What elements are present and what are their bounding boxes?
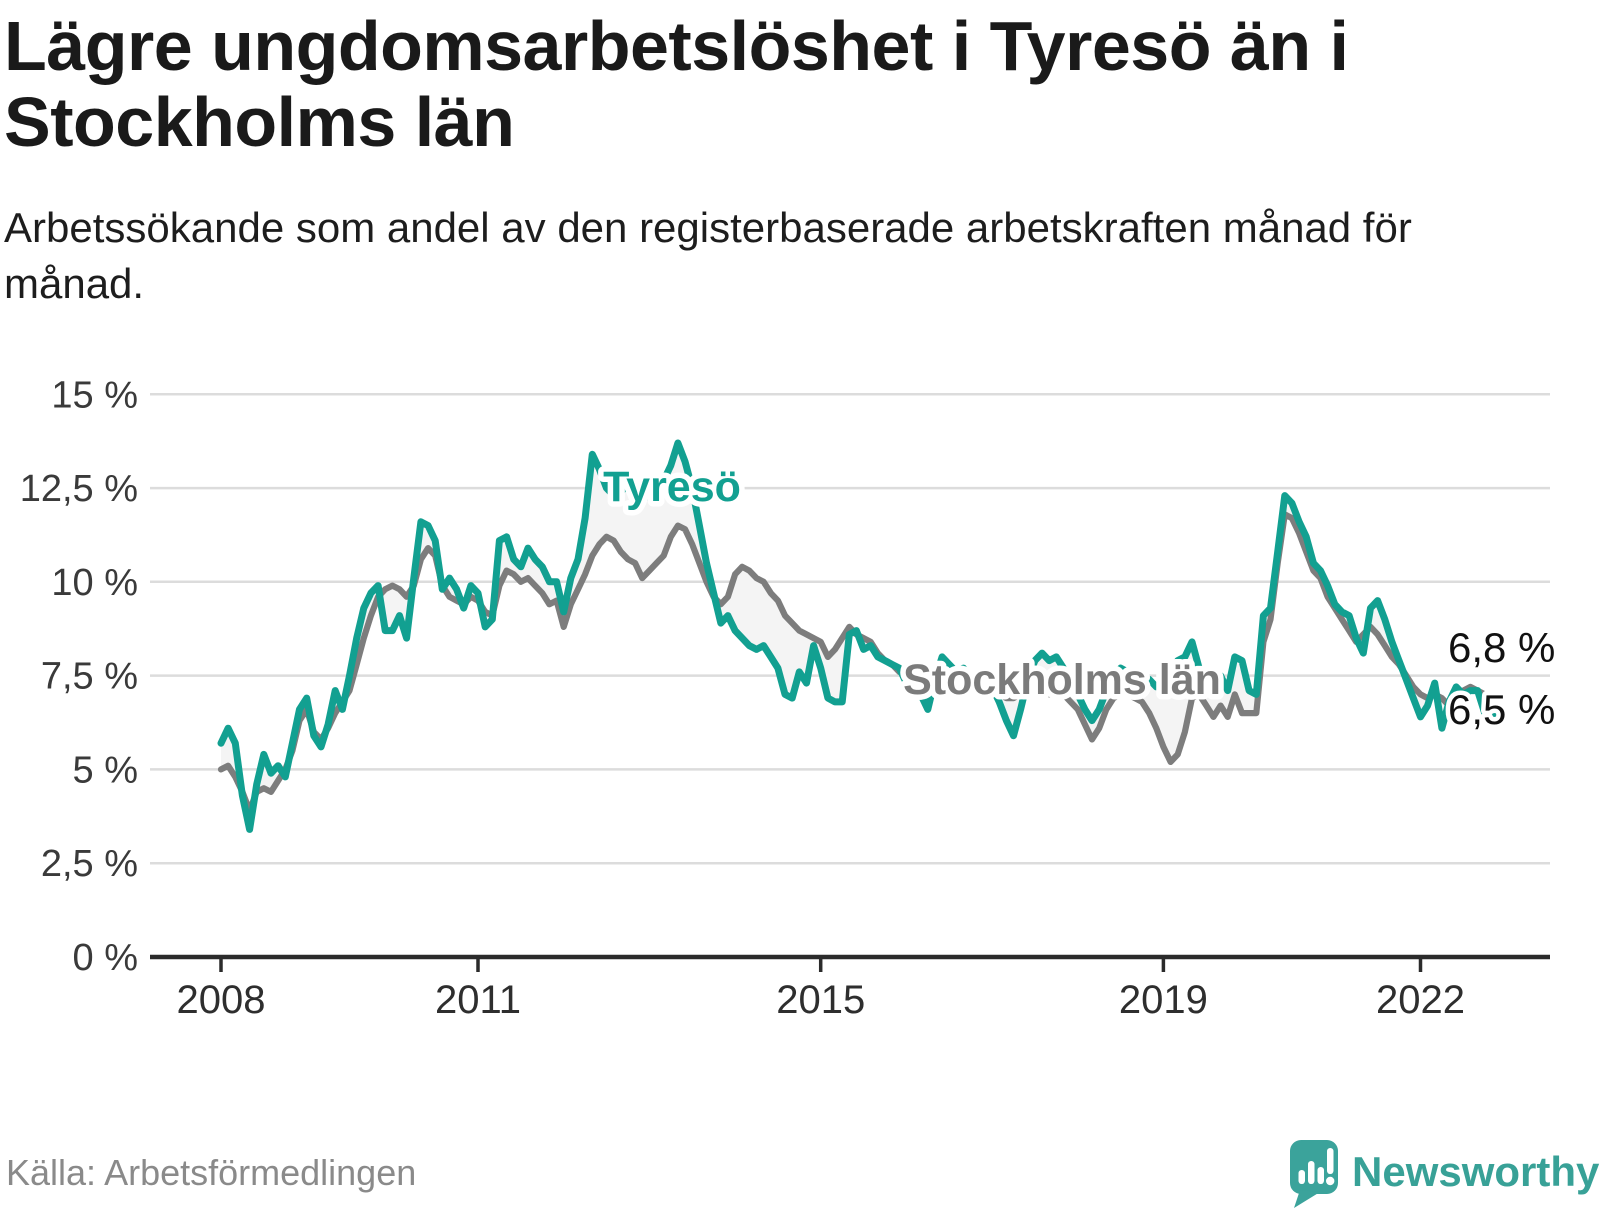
- newsworthy-wordmark: Newsworthy: [1352, 1148, 1600, 1195]
- x-axis-ticks-and-labels: 2008 2011 2015 2019 2022: [177, 957, 1465, 1022]
- gridlines: [150, 393, 1550, 865]
- bar-short-icon: [1298, 1170, 1305, 1184]
- x-tick-label: 2011: [435, 978, 521, 1022]
- y-tick-label: 12,5 %: [20, 468, 138, 510]
- newsworthy-bubble-icon: [1290, 1140, 1338, 1208]
- exclamation-dot-icon: [1326, 1176, 1335, 1186]
- chart-subtitle: Arbetssökande som andel av den registerb…: [4, 204, 1412, 307]
- chart-title: Lägre ungdomsarbetslöshet i Tyresö än i …: [4, 7, 1349, 162]
- y-tick-label: 0 %: [73, 937, 138, 979]
- end-value-label-stockholms-lan: 6,8 %: [1448, 624, 1555, 671]
- end-value-label-tyreso: 6,5 %: [1448, 686, 1555, 733]
- y-tick-label: 10 %: [51, 562, 138, 604]
- tyreso-line: [217, 439, 1503, 833]
- x-tick-label: 2008: [177, 978, 266, 1022]
- bar-tall-icon: [1308, 1161, 1315, 1184]
- y-tick-label: 2,5 %: [41, 843, 138, 885]
- between-series-fill: [221, 443, 1499, 830]
- source-note: Källa: Arbetsförmedlingen: [6, 1152, 417, 1193]
- stockholms-lan-line: [217, 511, 1503, 814]
- y-tick-label: 15 %: [51, 374, 138, 416]
- y-axis-labels: 0 % 2,5 % 5 % 7,5 % 10 % 12,5 % 15 %: [20, 374, 138, 979]
- x-tick-label: 2022: [1376, 978, 1465, 1022]
- y-tick-label: 7,5 %: [41, 656, 138, 698]
- series-label-stockholms-lan: Stockholms län: [903, 656, 1221, 704]
- x-tick-label: 2015: [776, 978, 865, 1022]
- series-label-tyreso: Tyresö: [603, 463, 741, 511]
- newsworthy-logo[interactable]: Newsworthy: [1256, 1126, 1600, 1210]
- bar-medium-icon: [1317, 1167, 1324, 1184]
- y-tick-label: 5 %: [73, 749, 138, 791]
- exclamation-bar-icon: [1327, 1148, 1334, 1174]
- x-tick-label: 2019: [1119, 978, 1208, 1022]
